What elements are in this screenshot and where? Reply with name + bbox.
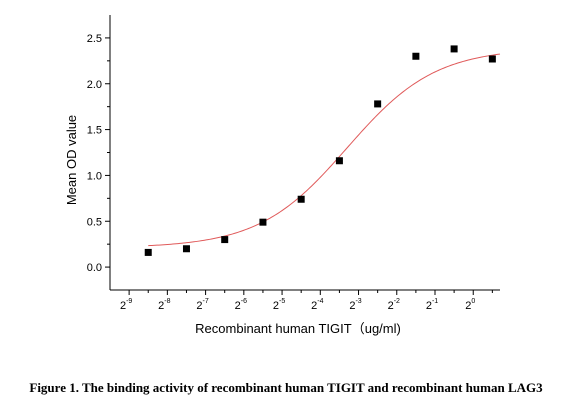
x-tick-label: 2-7 (196, 298, 208, 312)
y-tick-label: 2.0 (87, 79, 102, 91)
fit-curve (148, 53, 501, 247)
figure-caption: Figure 1. The binding activity of recomb… (29, 380, 543, 395)
data-point (374, 100, 382, 108)
data-point (297, 195, 305, 203)
x-tick-label: 2-1 (426, 298, 438, 312)
axes: 0.0 0.5 1.0 1.5 2.0 2.5 2-9 2-8 2-7 2-6 2-5 2-4 2-3 2… (87, 15, 500, 312)
y-tick-label: 1.5 (87, 125, 102, 137)
y-axis-title: Mean OD value (64, 115, 79, 205)
data-point (221, 236, 229, 244)
y-tick-label: 0.5 (87, 216, 102, 228)
y-tick-label: 0.0 (87, 262, 102, 274)
data-point (144, 248, 152, 256)
data-point (335, 157, 343, 165)
data-point (412, 52, 420, 60)
fit-curve-layer (148, 53, 501, 247)
x-tick-label: 2-5 (273, 298, 285, 312)
x-axis-title: Recombinant human TIGIT（ug/ml) (195, 321, 401, 336)
x-tick-label: 2-6 (235, 298, 247, 312)
data-point (259, 218, 267, 226)
x-tick-label: 2-4 (311, 298, 323, 312)
x-tick-label: 2-9 (120, 298, 132, 312)
data-point (488, 55, 496, 63)
data-point (182, 245, 190, 253)
x-tick-label: 2-8 (158, 298, 170, 312)
x-tick-label: 2-3 (349, 298, 361, 312)
binding-curve-chart: 0.0 0.5 1.0 1.5 2.0 2.5 2-9 2-8 2-7 2-6 2-5 2-4 2-3 2… (64, 15, 501, 336)
x-tick-label: 2-2 (388, 298, 400, 312)
y-tick-label: 2.5 (87, 33, 102, 45)
x-tick-label: 20 (465, 298, 475, 312)
data-point (450, 45, 458, 53)
data-points-layer (144, 45, 496, 256)
y-tick-label: 1.0 (87, 170, 102, 182)
